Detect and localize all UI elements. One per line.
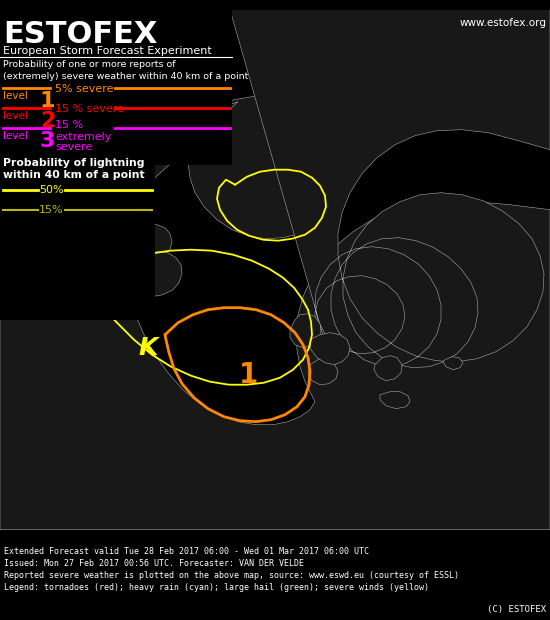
Polygon shape (0, 97, 550, 529)
Polygon shape (0, 10, 232, 320)
Polygon shape (230, 10, 550, 368)
Text: 3: 3 (40, 131, 56, 151)
Polygon shape (310, 333, 350, 365)
Text: 1: 1 (238, 361, 257, 389)
Text: (C) ESTOFEX: (C) ESTOFEX (487, 605, 546, 614)
Text: Probability of one or more reports of: Probability of one or more reports of (3, 60, 175, 69)
Polygon shape (0, 10, 232, 165)
Text: ESTOFEX: ESTOFEX (3, 20, 157, 49)
Text: Reported severe weather is plotted on the above map, source: www.eswd.eu (courte: Reported severe weather is plotted on th… (4, 572, 459, 580)
Text: 2: 2 (40, 111, 56, 131)
Text: 50%: 50% (39, 185, 64, 195)
Polygon shape (120, 252, 182, 297)
Text: Extended Forecast valid Tue 28 Feb 2017 06:00 - Wed 01 Mar 2017 06:00 UTC: Extended Forecast valid Tue 28 Feb 2017 … (4, 547, 369, 556)
Text: 1: 1 (40, 91, 56, 111)
Polygon shape (308, 360, 338, 384)
Polygon shape (0, 10, 90, 55)
Polygon shape (86, 268, 129, 301)
Text: Issued: Mon 27 Feb 2017 00:56 UTC. Forecaster: VAN DER VELDE: Issued: Mon 27 Feb 2017 00:56 UTC. Forec… (4, 559, 304, 569)
Polygon shape (58, 93, 113, 129)
Text: 15%: 15% (39, 205, 64, 215)
Text: within 40 km of a point: within 40 km of a point (3, 170, 145, 180)
Text: extremely: extremely (55, 131, 111, 142)
Polygon shape (290, 314, 321, 348)
Text: European Storm Forecast Experiment: European Storm Forecast Experiment (3, 46, 212, 56)
Text: 15 % severe: 15 % severe (55, 104, 124, 113)
Text: K: K (138, 335, 158, 360)
Text: (extremely) severe weather within 40 km of a point: (extremely) severe weather within 40 km … (3, 72, 249, 81)
Text: 15 %: 15 % (55, 120, 83, 130)
Text: 5% severe: 5% severe (55, 84, 113, 94)
Text: level: level (3, 91, 28, 100)
Polygon shape (380, 392, 410, 409)
Text: level: level (3, 111, 28, 121)
Polygon shape (443, 356, 463, 370)
Text: www.estofex.org: www.estofex.org (460, 18, 547, 28)
Polygon shape (0, 165, 155, 320)
Text: level: level (3, 131, 28, 141)
Polygon shape (120, 224, 172, 260)
Text: Legend: tornadoes (red); heavy rain (cyan); large hail (green); severe winds (ye: Legend: tornadoes (red); heavy rain (cya… (4, 583, 429, 592)
Polygon shape (374, 356, 402, 381)
Text: severe: severe (55, 142, 92, 152)
Text: Probability of lightning: Probability of lightning (3, 157, 145, 167)
